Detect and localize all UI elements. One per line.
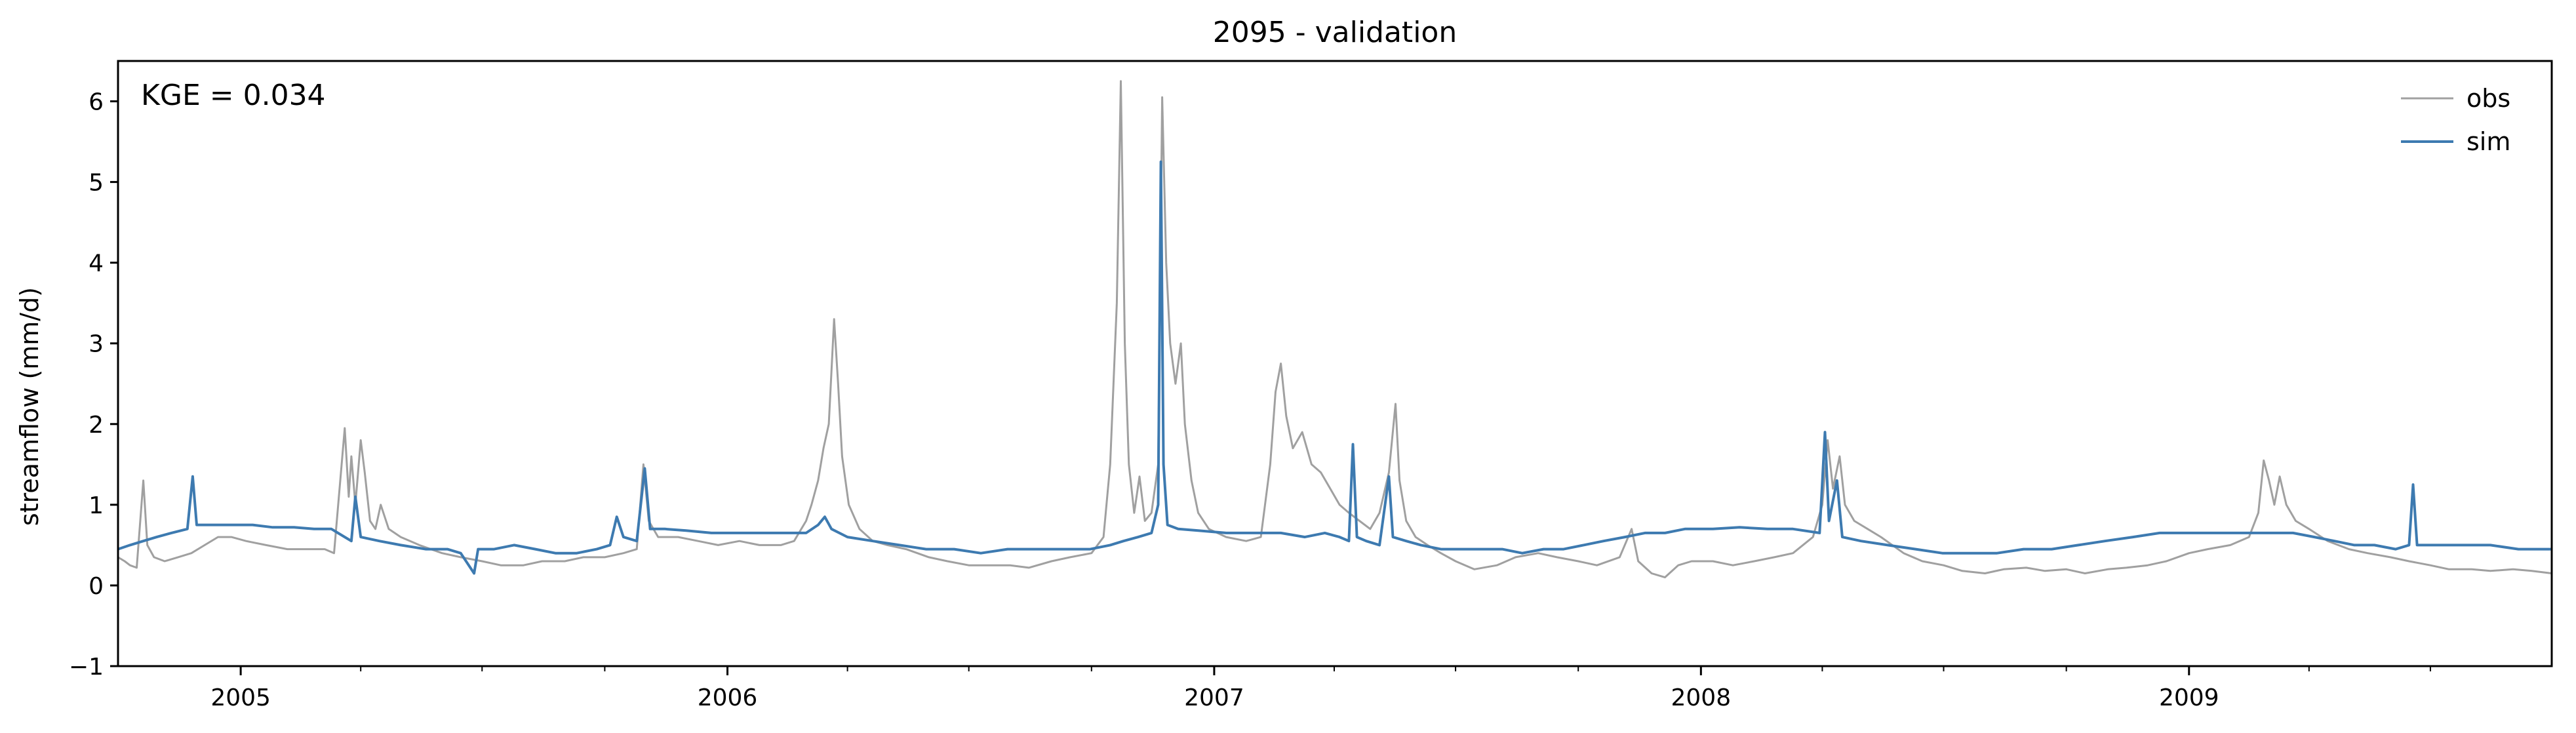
y-tick-label: 0: [89, 573, 104, 600]
y-tick-label: 4: [89, 250, 104, 277]
y-tick-label: 5: [89, 170, 104, 197]
y-tick-label: 3: [89, 331, 104, 358]
chart-title: 2095 - validation: [1213, 16, 1457, 49]
x-tick-label: 2007: [1184, 684, 1244, 711]
legend-label-sim: sim: [2467, 127, 2510, 156]
legend-label-obs: obs: [2467, 84, 2510, 113]
y-tick-label: 1: [89, 492, 104, 519]
plot-area: [117, 60, 2553, 667]
y-tick-label: 6: [89, 89, 104, 116]
x-tick-label: 2006: [698, 684, 758, 711]
series-layer: [117, 80, 2552, 579]
x-tick-label: 2005: [210, 684, 271, 711]
x-axis: 2005 2006 2007 2008 2009: [210, 666, 2431, 711]
y-axis-label: streamflow (mm/d): [15, 287, 44, 526]
series-line-sim: [117, 160, 2552, 575]
y-axis: −1 0 1 2 3 4 5 6: [69, 89, 118, 681]
axes-frame: [117, 60, 2553, 667]
y-tick-label: −1: [69, 654, 104, 681]
x-tick-label: 2008: [1671, 684, 1732, 711]
y-tick-label: 2: [89, 412, 104, 439]
x-tick-label: 2009: [2159, 684, 2219, 711]
legend: obs sim: [2401, 84, 2510, 156]
kge-annotation: KGE = 0.034: [141, 79, 326, 112]
